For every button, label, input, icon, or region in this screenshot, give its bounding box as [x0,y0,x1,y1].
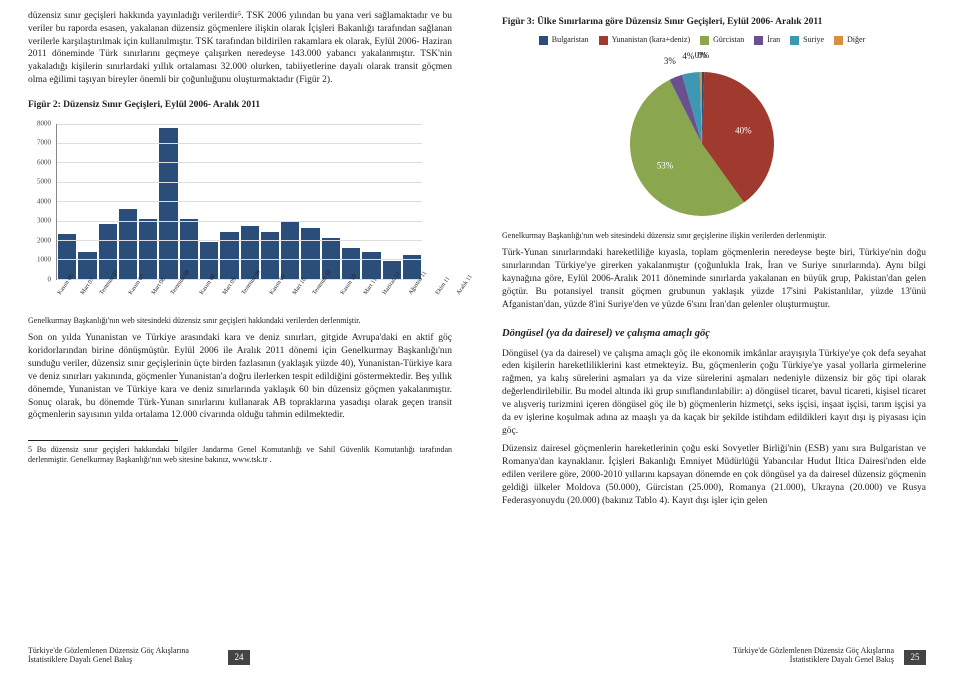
pie-slice-label: 4% [682,52,695,61]
right-page: Figür 3: Ülke Sınırlarına göre Düzensiz … [480,0,960,675]
pie-slice-label: 3% [664,56,677,66]
pie-slice-label: 40% [735,125,752,135]
legend-label: Gürcistan [713,35,744,46]
right-para-3: Düzensiz dairesel göçmenlerin hareketler… [502,443,926,507]
legend-swatch [539,36,548,45]
bar-y-tick: 0 [28,275,54,284]
pie-chart-caption: Genelkurmay Başkanlığı'nın web sitesinde… [502,231,926,242]
bar-chart: Kasım 06Mart 07Temmuz 07Kasım 07Mart 08T… [28,120,428,310]
pie-slice-label: 53% [657,160,674,170]
bar-y-tick: 3000 [28,216,54,225]
footnote-5: 5 Bu düzensiz sınır geçişleri hakkındaki… [28,445,452,465]
bar [301,228,319,278]
section-heading: Döngüsel (ya da dairesel) ve çalışma ama… [502,327,926,341]
bar-y-tick: 8000 [28,119,54,128]
page-number: 24 [228,650,250,665]
right-para-1: Türk-Yunan sınırlarındaki hareketliliğe … [502,247,926,311]
legend-swatch [754,36,763,45]
legend-item: Gürcistan [700,35,744,46]
left-para-2: Son on yılda Yunanistan ve Türkiye arası… [28,332,452,422]
right-footer: Türkiye'de Gözlemlenen Düzensiz Göç Akış… [502,632,926,665]
legend-label: Suriye [803,35,824,46]
legend-label: Yunanistan (kara+deniz) [612,35,690,46]
figure-3-title: Figür 3: Ülke Sınırlarına göre Düzensiz … [502,16,926,29]
figure-2-title: Figür 2: Düzensiz Sınır Geçişleri, Eylül… [28,99,452,112]
legend-swatch [834,36,843,45]
legend-item: İran [754,35,780,46]
bar-chart-caption: Genelkurmay Başkanlığı'nın web sitesinde… [28,316,452,327]
footer-title: Türkiye'de Gözlemlenen Düzensiz Göç Akış… [704,646,894,665]
legend-swatch [599,36,608,45]
bar-y-tick: 6000 [28,158,54,167]
legend-item: Yunanistan (kara+deniz) [599,35,690,46]
pie-svg: 0%40%53%3%4%0% [572,52,832,227]
legend-item: Suriye [790,35,824,46]
footer-title: Türkiye'de Gözlemlenen Düzensiz Göç Akış… [28,646,218,665]
bar-y-tick: 7000 [28,138,54,147]
bar [119,209,137,279]
footnote-separator [28,440,178,441]
page-number: 25 [904,650,926,665]
bar-y-tick: 2000 [28,236,54,245]
pie-chart: Bulgaristan Yunanistan (kara+deniz) Gürcis… [502,35,902,227]
bar [281,221,299,279]
legend-swatch [790,36,799,45]
left-page: düzensiz sınır geçişleri hakkında yayınl… [0,0,480,675]
legend-swatch [700,36,709,45]
bar [180,219,198,279]
legend-item: Bulgaristan [539,35,589,46]
right-para-2: Döngüsel (ya da dairesel) ve çalışma ama… [502,348,926,438]
bar [78,252,96,279]
intro-paragraph: düzensiz sınır geçişleri hakkında yayınl… [28,10,452,87]
bar [139,219,157,279]
bar-y-tick: 4000 [28,197,54,206]
legend-label: Diğer [847,35,865,46]
bar-y-tick: 5000 [28,177,54,186]
legend-label: İran [767,35,780,46]
pie-slice-label: 0% [695,52,708,60]
legend-label: Bulgaristan [552,35,589,46]
left-footer: Türkiye'de Gözlemlenen Düzensiz Göç Akış… [28,632,452,665]
bar-y-tick: 1000 [28,255,54,264]
bar-x-labels: Kasım 06Mart 07Temmuz 07Kasım 07Mart 08T… [56,282,422,312]
bar-plot-area [56,124,422,280]
bar [362,252,380,279]
bar [159,128,177,279]
legend-item: Diğer [834,35,865,46]
pie-legend: Bulgaristan Yunanistan (kara+deniz) Gürcis… [502,35,902,46]
